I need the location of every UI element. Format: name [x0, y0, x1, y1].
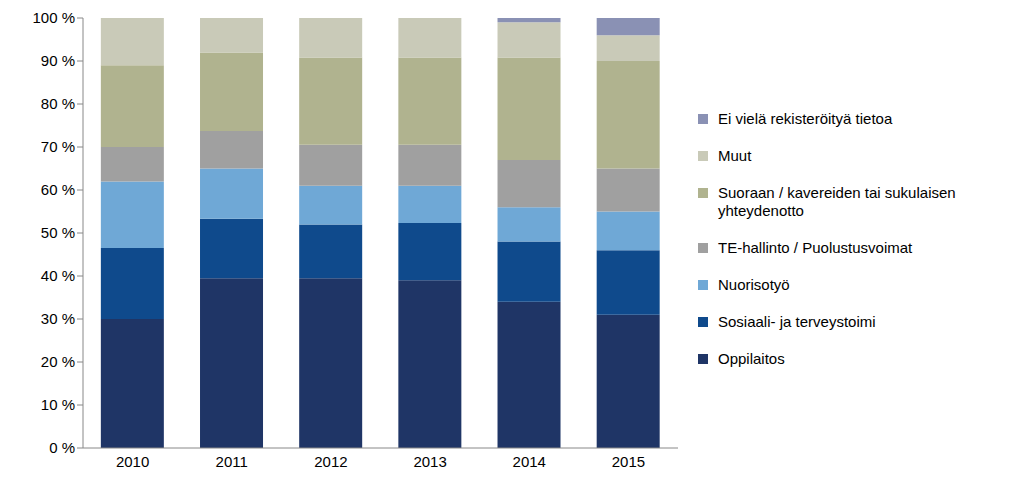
svg-text:50 %: 50 %: [41, 224, 75, 241]
html-text:Muut: Muut: [718, 146, 752, 164]
svg-text:2011: 2011: [216, 453, 248, 470]
svg-text:80 %: 80 %: [41, 95, 75, 112]
html-text:Suoraan / kavereiden tai sukul: Suoraan / kavereiden tai sukulaisen yhte…: [718, 183, 956, 219]
svg-text:100 %: 100 %: [32, 9, 75, 26]
svg-text:60 %: 60 %: [41, 181, 75, 198]
svg-text:70 %: 70 %: [41, 138, 75, 155]
svg-text:20 %: 20 %: [41, 353, 75, 370]
svg-text:30 %: 30 %: [41, 310, 75, 327]
html-text:Oppilaitos: Oppilaitos: [718, 349, 785, 367]
html-text:Nuorisotyö: Nuorisotyö: [718, 275, 790, 293]
svg-text:40 %: 40 %: [41, 267, 75, 284]
svg-text:10 %: 10 %: [41, 396, 75, 413]
svg-text:2015: 2015: [612, 453, 645, 470]
html-text:TE-hallinto / Puolustusvoimat: TE-hallinto / Puolustusvoimat: [718, 238, 913, 256]
svg-text:2010: 2010: [116, 453, 149, 470]
html-text:Ei vielä rekisteröityä tietoa: Ei vielä rekisteröityä tietoa: [718, 109, 893, 127]
html-text:Sosiaali- ja terveystoimi: Sosiaali- ja terveystoimi: [718, 312, 876, 330]
svg-text:2013: 2013: [413, 453, 446, 470]
svg-text:2012: 2012: [314, 453, 347, 470]
svg-text:2014: 2014: [513, 453, 546, 470]
svg-text:0 %: 0 %: [49, 439, 75, 456]
svg-text:90 %: 90 %: [41, 52, 75, 69]
